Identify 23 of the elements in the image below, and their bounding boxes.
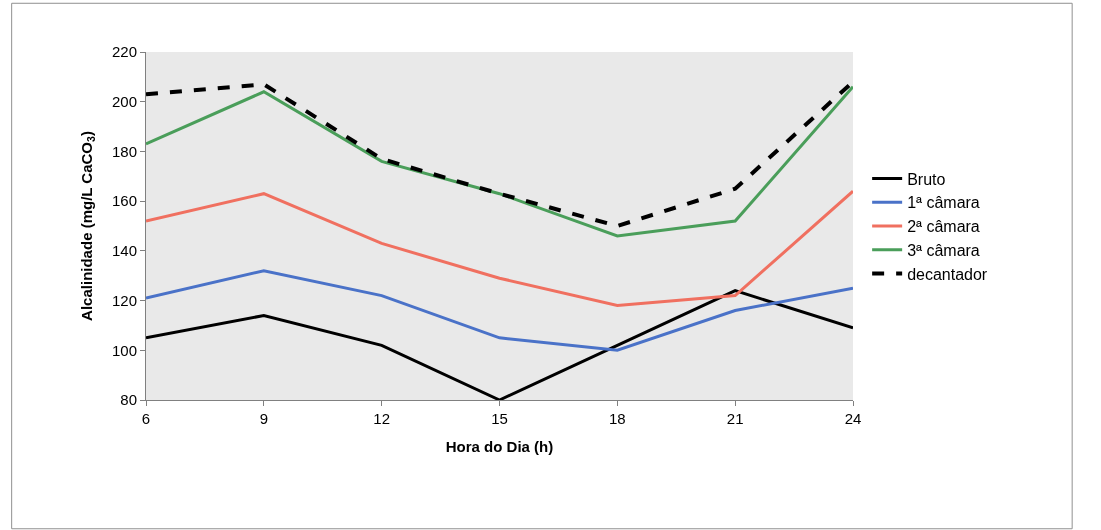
line-series [146, 189, 853, 308]
x-axis-title: Hora do Dia (h) [445, 438, 554, 455]
y-tick-label: 80 [120, 391, 137, 409]
line-series [146, 269, 853, 352]
x-tick-label: 24 [844, 410, 862, 427]
x-tick-label: 15 [491, 410, 508, 427]
y-tick-label: 160 [111, 192, 137, 210]
legend-label: 1ª câmara [907, 194, 980, 212]
x-tick-label: 18 [608, 410, 626, 427]
x-tick-label: 6 [141, 410, 151, 427]
legend-label: 3ª câmara [907, 242, 980, 260]
y-tick-label: 200 [111, 92, 137, 110]
legend-label: 2ª câmara [907, 218, 980, 236]
x-tick-label: 21 [726, 410, 744, 427]
x-tick-label: 12 [373, 410, 391, 427]
y-tick-label: 140 [111, 242, 137, 260]
y-tick-label: 220 [111, 43, 137, 61]
x-tick-label: 9 [259, 410, 268, 427]
legend-label: Bruto [907, 170, 946, 188]
y-tick-label: 100 [111, 341, 137, 359]
legend-label: decantador [907, 265, 988, 283]
y-tick-label: 180 [111, 142, 137, 160]
y-tick-label: 120 [111, 291, 137, 309]
